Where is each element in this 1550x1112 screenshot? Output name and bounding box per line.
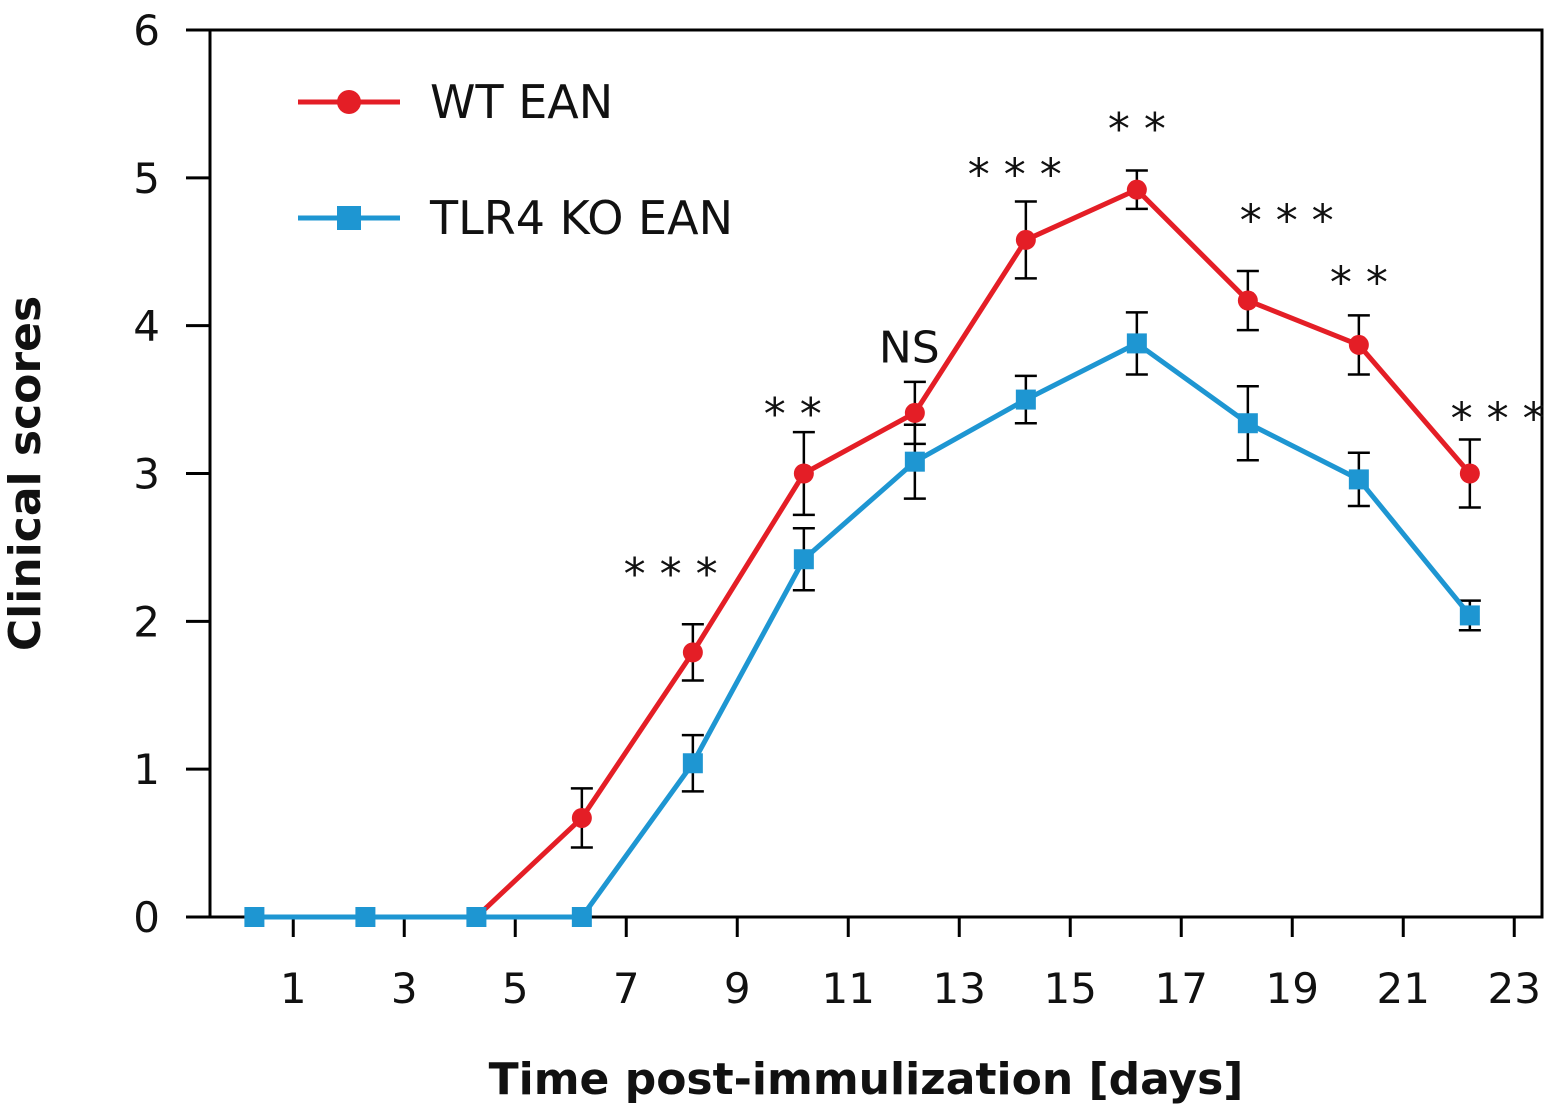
data-point-square (355, 907, 376, 927)
x-tick-label: 17 (1155, 964, 1208, 1013)
significance-label: * * * (1240, 195, 1334, 246)
data-point-circle (1237, 290, 1258, 311)
data-point-square (904, 451, 925, 472)
series-line (254, 340, 1472, 920)
data-point-square (682, 753, 703, 774)
data-point-square (466, 907, 487, 927)
y-tick-label: 3 (133, 450, 160, 499)
x-tick-label: 19 (1266, 964, 1319, 1013)
data-point-square (1126, 333, 1147, 354)
legend-marker-square (337, 206, 361, 230)
y-axis: 0 1 2 3 4 5 6 (133, 6, 210, 942)
x-tick-label: 3 (391, 964, 418, 1013)
data-point-circle (793, 463, 814, 484)
x-axis: 1 3 5 7 9 11 13 15 17 19 21 23 (280, 917, 1541, 1013)
x-tick-label: 15 (1044, 964, 1097, 1013)
data-point-circle (571, 807, 592, 828)
series-2 (244, 311, 1481, 927)
x-tick-label: 11 (822, 964, 875, 1013)
data-point-square (1015, 389, 1036, 410)
data-point-circle (1015, 229, 1036, 250)
data-point-circle (1459, 463, 1480, 484)
x-tick-label: 13 (933, 964, 986, 1013)
y-tick-label: 2 (133, 597, 160, 646)
x-tick-label: 1 (280, 964, 307, 1013)
y-tick-label: 0 (133, 893, 160, 942)
data-point-square (244, 907, 265, 927)
x-tick-label: 5 (502, 964, 529, 1013)
y-axis-title: Clinical scores (0, 296, 51, 651)
x-tick-label: 21 (1377, 964, 1430, 1013)
y-tick-label: 6 (133, 6, 160, 55)
significance-label: * * (1330, 258, 1388, 309)
data-point-circle (682, 642, 703, 663)
y-tick-label: 1 (133, 745, 160, 794)
x-tick-label: 23 (1488, 964, 1541, 1013)
series-1 (244, 169, 1481, 927)
significance-label: * * (1108, 104, 1166, 155)
data-point-circle (1126, 179, 1147, 200)
series-line (254, 187, 1472, 920)
significance-label: * * * (968, 150, 1062, 201)
significance-label: * * (764, 389, 822, 440)
data-point-square (571, 907, 592, 927)
data-point-circle (904, 402, 925, 423)
series-layer (244, 169, 1481, 927)
y-tick-label: 5 (133, 154, 160, 203)
data-point-square (1348, 469, 1369, 490)
legend: WT EAN TLR4 KO EAN (298, 75, 733, 245)
legend-label: TLR4 KO EAN (429, 191, 733, 245)
x-tick-label: 7 (613, 964, 640, 1013)
x-tick-label: 9 (724, 964, 751, 1013)
data-point-square (793, 549, 814, 570)
legend-marker-circle (337, 90, 361, 114)
data-point-square (1237, 413, 1258, 434)
data-point-circle (1348, 334, 1369, 355)
significance-label: * * * (624, 549, 718, 600)
legend-label: WT EAN (430, 75, 613, 129)
data-point-square (1459, 605, 1480, 626)
significance-label: NS (879, 323, 940, 374)
y-tick-label: 4 (133, 302, 160, 351)
significance-label: * * * (1451, 394, 1545, 445)
x-axis-title: Time post-immulization [days] (489, 1054, 1244, 1105)
significance-annotations: * * * * * NS * * * * * * * * * * * * * (624, 104, 1545, 600)
